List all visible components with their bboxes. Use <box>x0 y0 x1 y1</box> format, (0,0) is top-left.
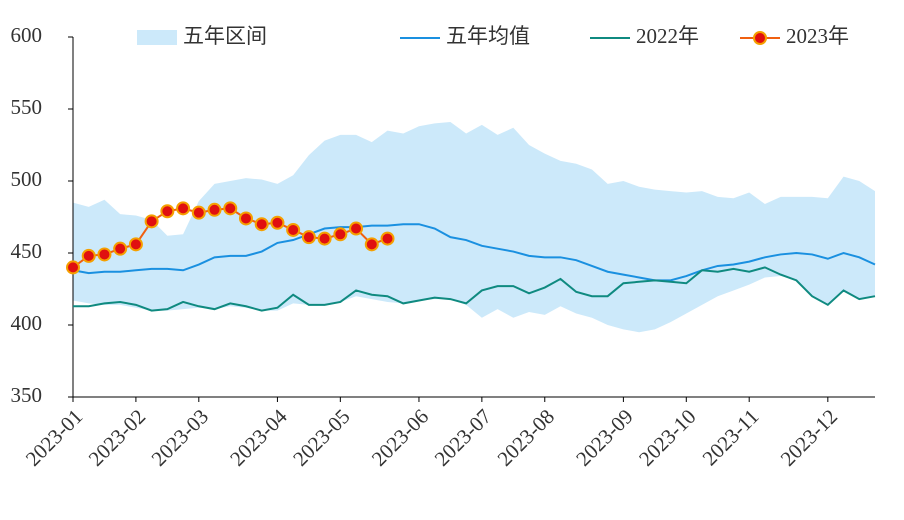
y-tick-label: 550 <box>11 95 43 119</box>
x-tick-label: 2023-08 <box>493 404 559 470</box>
legend-label: 2023年 <box>786 24 849 48</box>
y-tick-label: 450 <box>11 239 43 263</box>
x-tick-label: 2023-07 <box>430 404 496 470</box>
x-tick-label: 2023-06 <box>367 404 433 470</box>
series-line <box>73 266 876 312</box>
x-tick-label: 2023-11 <box>698 404 764 470</box>
point <box>160 204 175 219</box>
legend-label: 五年区间 <box>183 24 267 48</box>
point <box>128 237 143 252</box>
point <box>238 211 253 226</box>
y-tick-label: 400 <box>11 311 43 335</box>
y-tick-label: 350 <box>11 383 43 407</box>
point <box>97 247 112 262</box>
x-tick-label: 2023-10 <box>634 404 700 470</box>
point <box>207 202 222 217</box>
point <box>286 222 301 237</box>
x-tick-label: 2023-04 <box>225 404 292 471</box>
point <box>317 231 332 246</box>
point <box>191 205 206 220</box>
point <box>333 227 348 242</box>
point <box>144 214 159 229</box>
x-tick-label: 2023-02 <box>84 404 150 470</box>
y-tick-label: 500 <box>11 167 43 191</box>
legend-label: 五年均值 <box>446 24 530 48</box>
band-area <box>73 121 875 333</box>
point <box>349 221 364 236</box>
point <box>81 248 96 263</box>
y-tick-label: 600 <box>11 23 43 47</box>
point <box>270 215 285 230</box>
x-tick-label: 2023-09 <box>571 404 637 470</box>
x-tick-label: 2023-05 <box>288 404 354 470</box>
point <box>176 201 191 216</box>
legend-label: 2022年 <box>636 24 699 48</box>
legend-marker <box>753 31 767 45</box>
point <box>254 217 269 232</box>
x-tick-label: 2023-12 <box>776 404 842 470</box>
x-tick-label: 2023-01 <box>21 404 87 470</box>
point <box>66 260 80 275</box>
series-line <box>72 223 876 282</box>
legend-swatch <box>137 30 177 45</box>
point <box>364 237 379 252</box>
point <box>113 241 128 256</box>
x-tick-label: 2023-03 <box>147 404 213 470</box>
point <box>223 201 238 216</box>
point <box>380 231 395 246</box>
point <box>301 230 316 245</box>
